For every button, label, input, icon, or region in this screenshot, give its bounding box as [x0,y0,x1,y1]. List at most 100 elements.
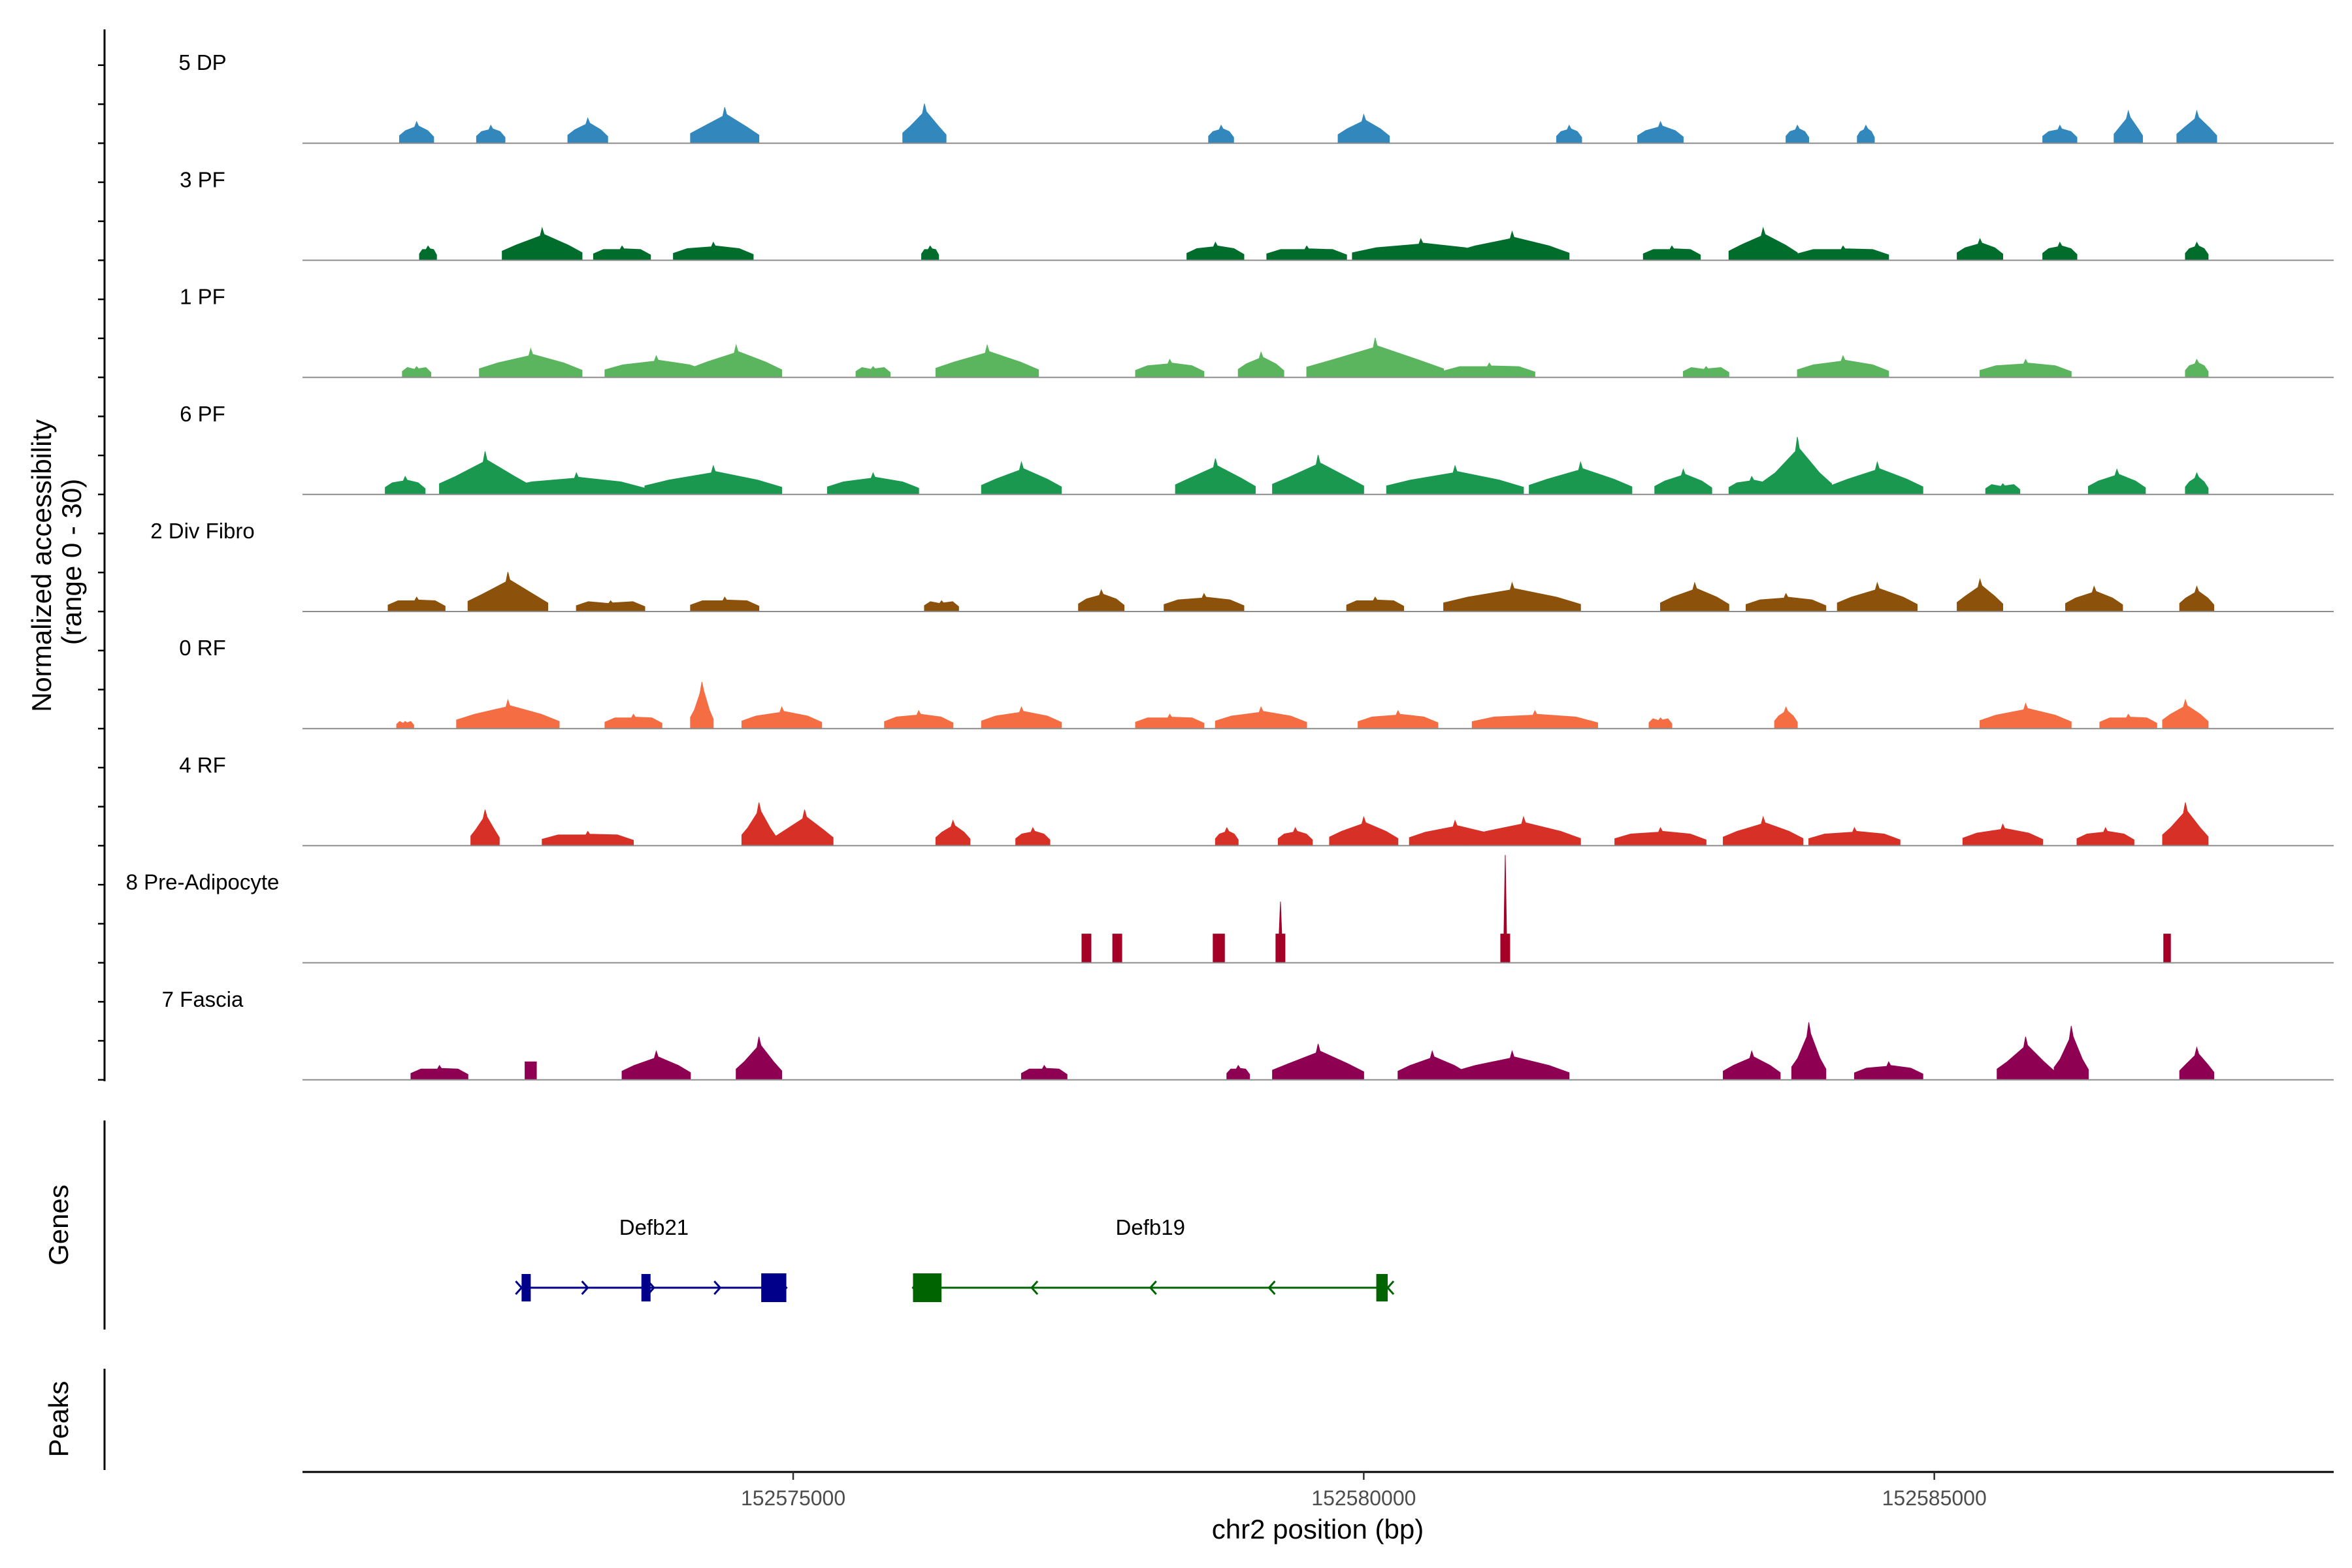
coverage-peak [1962,823,2044,846]
coverage-peak [1164,593,1245,612]
coverage-peak [593,245,651,261]
track-label: 2 Div Fibro [150,519,255,543]
coverage-peak [1854,1061,1923,1081]
coverage-peak [1723,1050,1781,1081]
coverage-peak [1728,226,1798,261]
coverage-peak [673,241,754,261]
coverage-peak [1471,710,1598,729]
coverage-peak [1529,461,1633,495]
coverage-peak [776,809,834,846]
strand-arrow [1149,1280,1157,1296]
coverage-peak [410,1064,468,1081]
coverage-peak [1015,826,1051,846]
coverage-peak [935,819,971,846]
coverage-y-title-line2: (range 0 - 30) [56,479,87,645]
coverage-peak [1454,230,1570,261]
coverage-peak [1215,826,1239,846]
coverage-peak [2114,109,2143,144]
track-label: 4 RF [179,753,226,777]
x-tick-label: 152585000 [1882,1486,1987,1510]
coverage-peak [402,366,431,378]
coverage-y-title: Normalized accessibility (range 0 - 30) [26,412,87,712]
track-label: 8 Pre-Adipocyte [126,870,280,894]
track-5 [302,681,2334,730]
coverage-peak [2042,124,2078,144]
coverage-peak [884,710,954,729]
coverage-peak [621,1050,691,1081]
coverage-peak [1226,1064,1250,1081]
coverage-peak [2065,585,2123,612]
coverage-peak [507,472,645,495]
track-label: 3 PF [180,167,225,191]
coverage-peak [736,1036,783,1081]
coverage-peak [1791,1022,1827,1081]
strand-arrow [581,1280,589,1296]
coverage-peak [1797,245,1889,261]
coverage-peak [1346,596,1404,612]
coverage-peak [1454,1050,1570,1081]
coverage-peak [419,245,437,261]
coverage-peak [902,103,947,144]
coverage-peak [604,713,662,729]
gene-exon [521,1274,531,1301]
x-tick-label: 152580000 [1311,1486,1416,1510]
gene-label: Defb21 [619,1215,689,1239]
coverage-peak [1275,902,1286,964]
coverage-peak [476,124,506,144]
coverage-peak [1078,589,1125,612]
gene-Defb21: Defb21 [515,1215,788,1302]
coverage-peak [2162,698,2209,729]
coverage-peak [2076,826,2134,846]
coverage-tracks [302,103,2334,1081]
coverage-peak [1443,362,1535,378]
coverage-peak [1985,483,2021,495]
strand-arrow [1030,1280,1039,1296]
coverage-peak [1857,124,1875,144]
coverage-peak [1808,826,1901,846]
coverage-peak [502,226,583,261]
coverage-peak [467,572,549,612]
coverage-peak [1774,706,1798,729]
track-7 [302,855,2334,964]
coverage-peak [1021,1064,1068,1081]
track-0 [302,103,2334,144]
coverage-peak [1386,465,1524,495]
coverage-peak [690,681,714,729]
coverage-peak [1186,241,1245,261]
coverage-peak [1443,581,1581,612]
coverage-peak [1329,815,1399,846]
coverage-peak [1466,815,1581,846]
coverage-peak [644,465,783,495]
coverage-peak [2185,472,2209,495]
coverage-peak [741,706,823,729]
coverage-peak [1266,245,1347,261]
track-label: 6 PF [180,402,225,426]
coverage-peak [1682,366,1729,378]
coverage-peak [826,472,919,495]
coverage-peak [981,706,1062,729]
coverage-peak [385,476,426,495]
coverage-peak [690,107,760,144]
coverage-peak [1135,358,1205,378]
coverage-peak [1358,710,1439,729]
coverage-peak [1215,706,1307,729]
coverage-peak [2176,109,2217,144]
coverage-peak [690,596,760,612]
coverage-peak [1556,124,1582,144]
track-label: 5 DP [178,50,226,74]
coverage-y-ticks [98,64,105,1081]
strand-arrow [1267,1280,1276,1296]
coverage-peak [690,344,783,378]
track-3 [302,436,2334,495]
coverage-peak [470,809,500,846]
coverage-peak [1837,581,1918,612]
coverage-peak [2087,468,2146,495]
coverage-peak [1272,1043,1364,1081]
track-label: 0 RF [179,636,226,660]
coverage-peak [1637,120,1684,144]
coverage-peak [1957,238,2003,261]
coverage-peak [1745,593,1827,612]
coverage-peak [2179,1046,2215,1081]
coverage-peak [567,117,608,144]
